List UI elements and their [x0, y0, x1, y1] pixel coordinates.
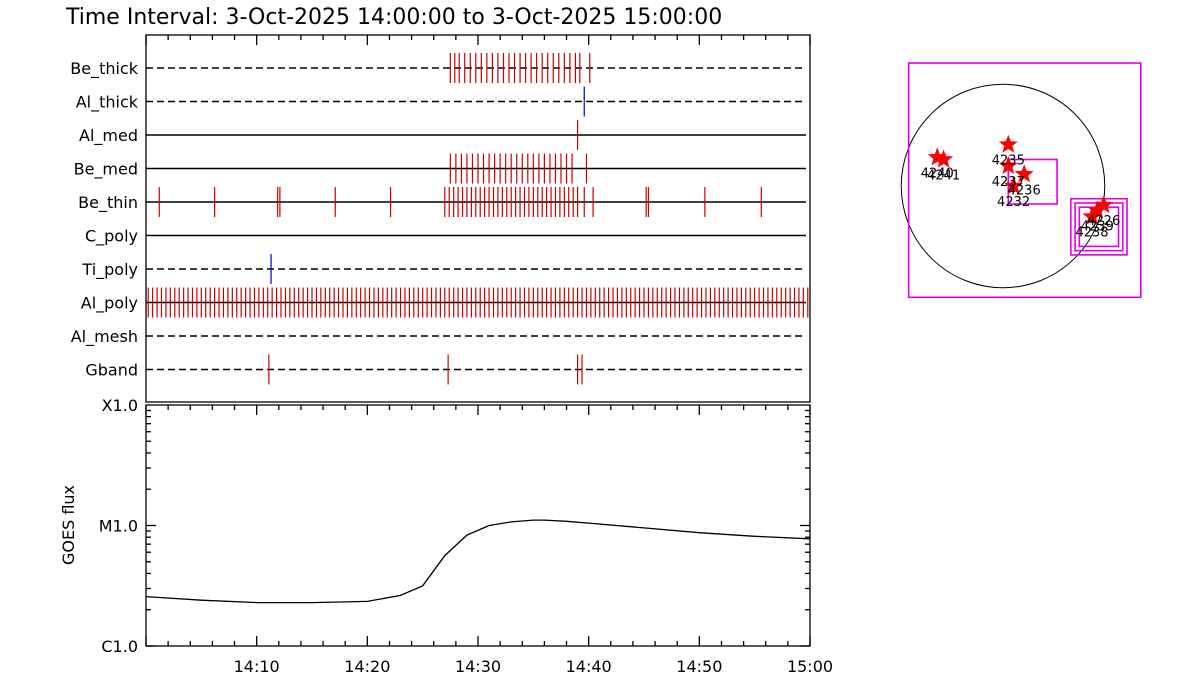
channel-label: Be_med [74, 160, 138, 180]
active-region-star [1004, 176, 1024, 195]
event-raster-panel: Be_thick Al_thick Al_med Be_med Be_thin C_pol… [70, 34, 811, 403]
active-region-label: 4235 [992, 154, 1025, 169]
channel-label: Al_mesh [71, 327, 138, 347]
active-region-label: 4226 [1087, 214, 1120, 229]
active-region-label: 4237 [992, 175, 1025, 190]
active-region-label: 4241 [927, 169, 960, 184]
goes-y-tick-label: M1.0 [99, 517, 138, 536]
channel-label: Ti_poly [81, 260, 138, 280]
goes-x-tick-label: 14:40 [566, 657, 612, 676]
active-region-label: 4238 [1075, 226, 1108, 241]
active-region-star [1094, 195, 1114, 214]
channel-label: Al_poly [81, 294, 138, 314]
active-region-star [998, 134, 1018, 153]
channel-label: Al_med [79, 126, 138, 146]
active-region-star [1087, 200, 1107, 219]
channel-label: Gband [85, 361, 138, 380]
fov-box [1070, 197, 1128, 256]
goes-flux-panel: 14:10 14:20 14:30 14:40 14:50 15:00 X1.0 M1.0 C1… [59, 396, 833, 676]
goes-y-tick-label: C1.0 [101, 637, 138, 656]
active-region-label: 4236 [1008, 183, 1041, 198]
goes-x-tick-label: 14:20 [344, 657, 390, 676]
goes-y-tick-label: X1.0 [102, 396, 138, 415]
active-region-star [934, 149, 954, 168]
channel-label: Be_thick [70, 59, 138, 79]
goes-x-tick-label: 14:10 [234, 657, 280, 676]
active-region-label: 4232 [997, 195, 1030, 210]
active-region-label: 4239 [1081, 219, 1114, 234]
active-region-star [1014, 164, 1034, 183]
goes-x-tick-label: 15:00 [787, 657, 833, 676]
goes-flux-line [145, 519, 811, 604]
goes-y-axis-label: GOES flux [59, 485, 78, 565]
chart-title: Time Interval: 3-Oct-2025 14:00:00 to 3-… [65, 5, 722, 30]
fov-box [907, 62, 1142, 299]
goes-x-tick-label: 14:30 [455, 657, 501, 676]
channel-label: Be_thin [78, 193, 138, 213]
raster-frame [145, 34, 811, 403]
goes-x-tick-label: 14:50 [676, 657, 722, 676]
fov-box [1007, 158, 1058, 205]
channel-label: Al_thick [76, 93, 139, 113]
solar-disk [900, 83, 1106, 289]
active-region-star [1082, 206, 1102, 225]
active-region-star [998, 155, 1018, 174]
active-region-label: 4240 [921, 166, 954, 181]
channel-label: C_poly [85, 227, 138, 247]
goes-frame [145, 404, 811, 647]
